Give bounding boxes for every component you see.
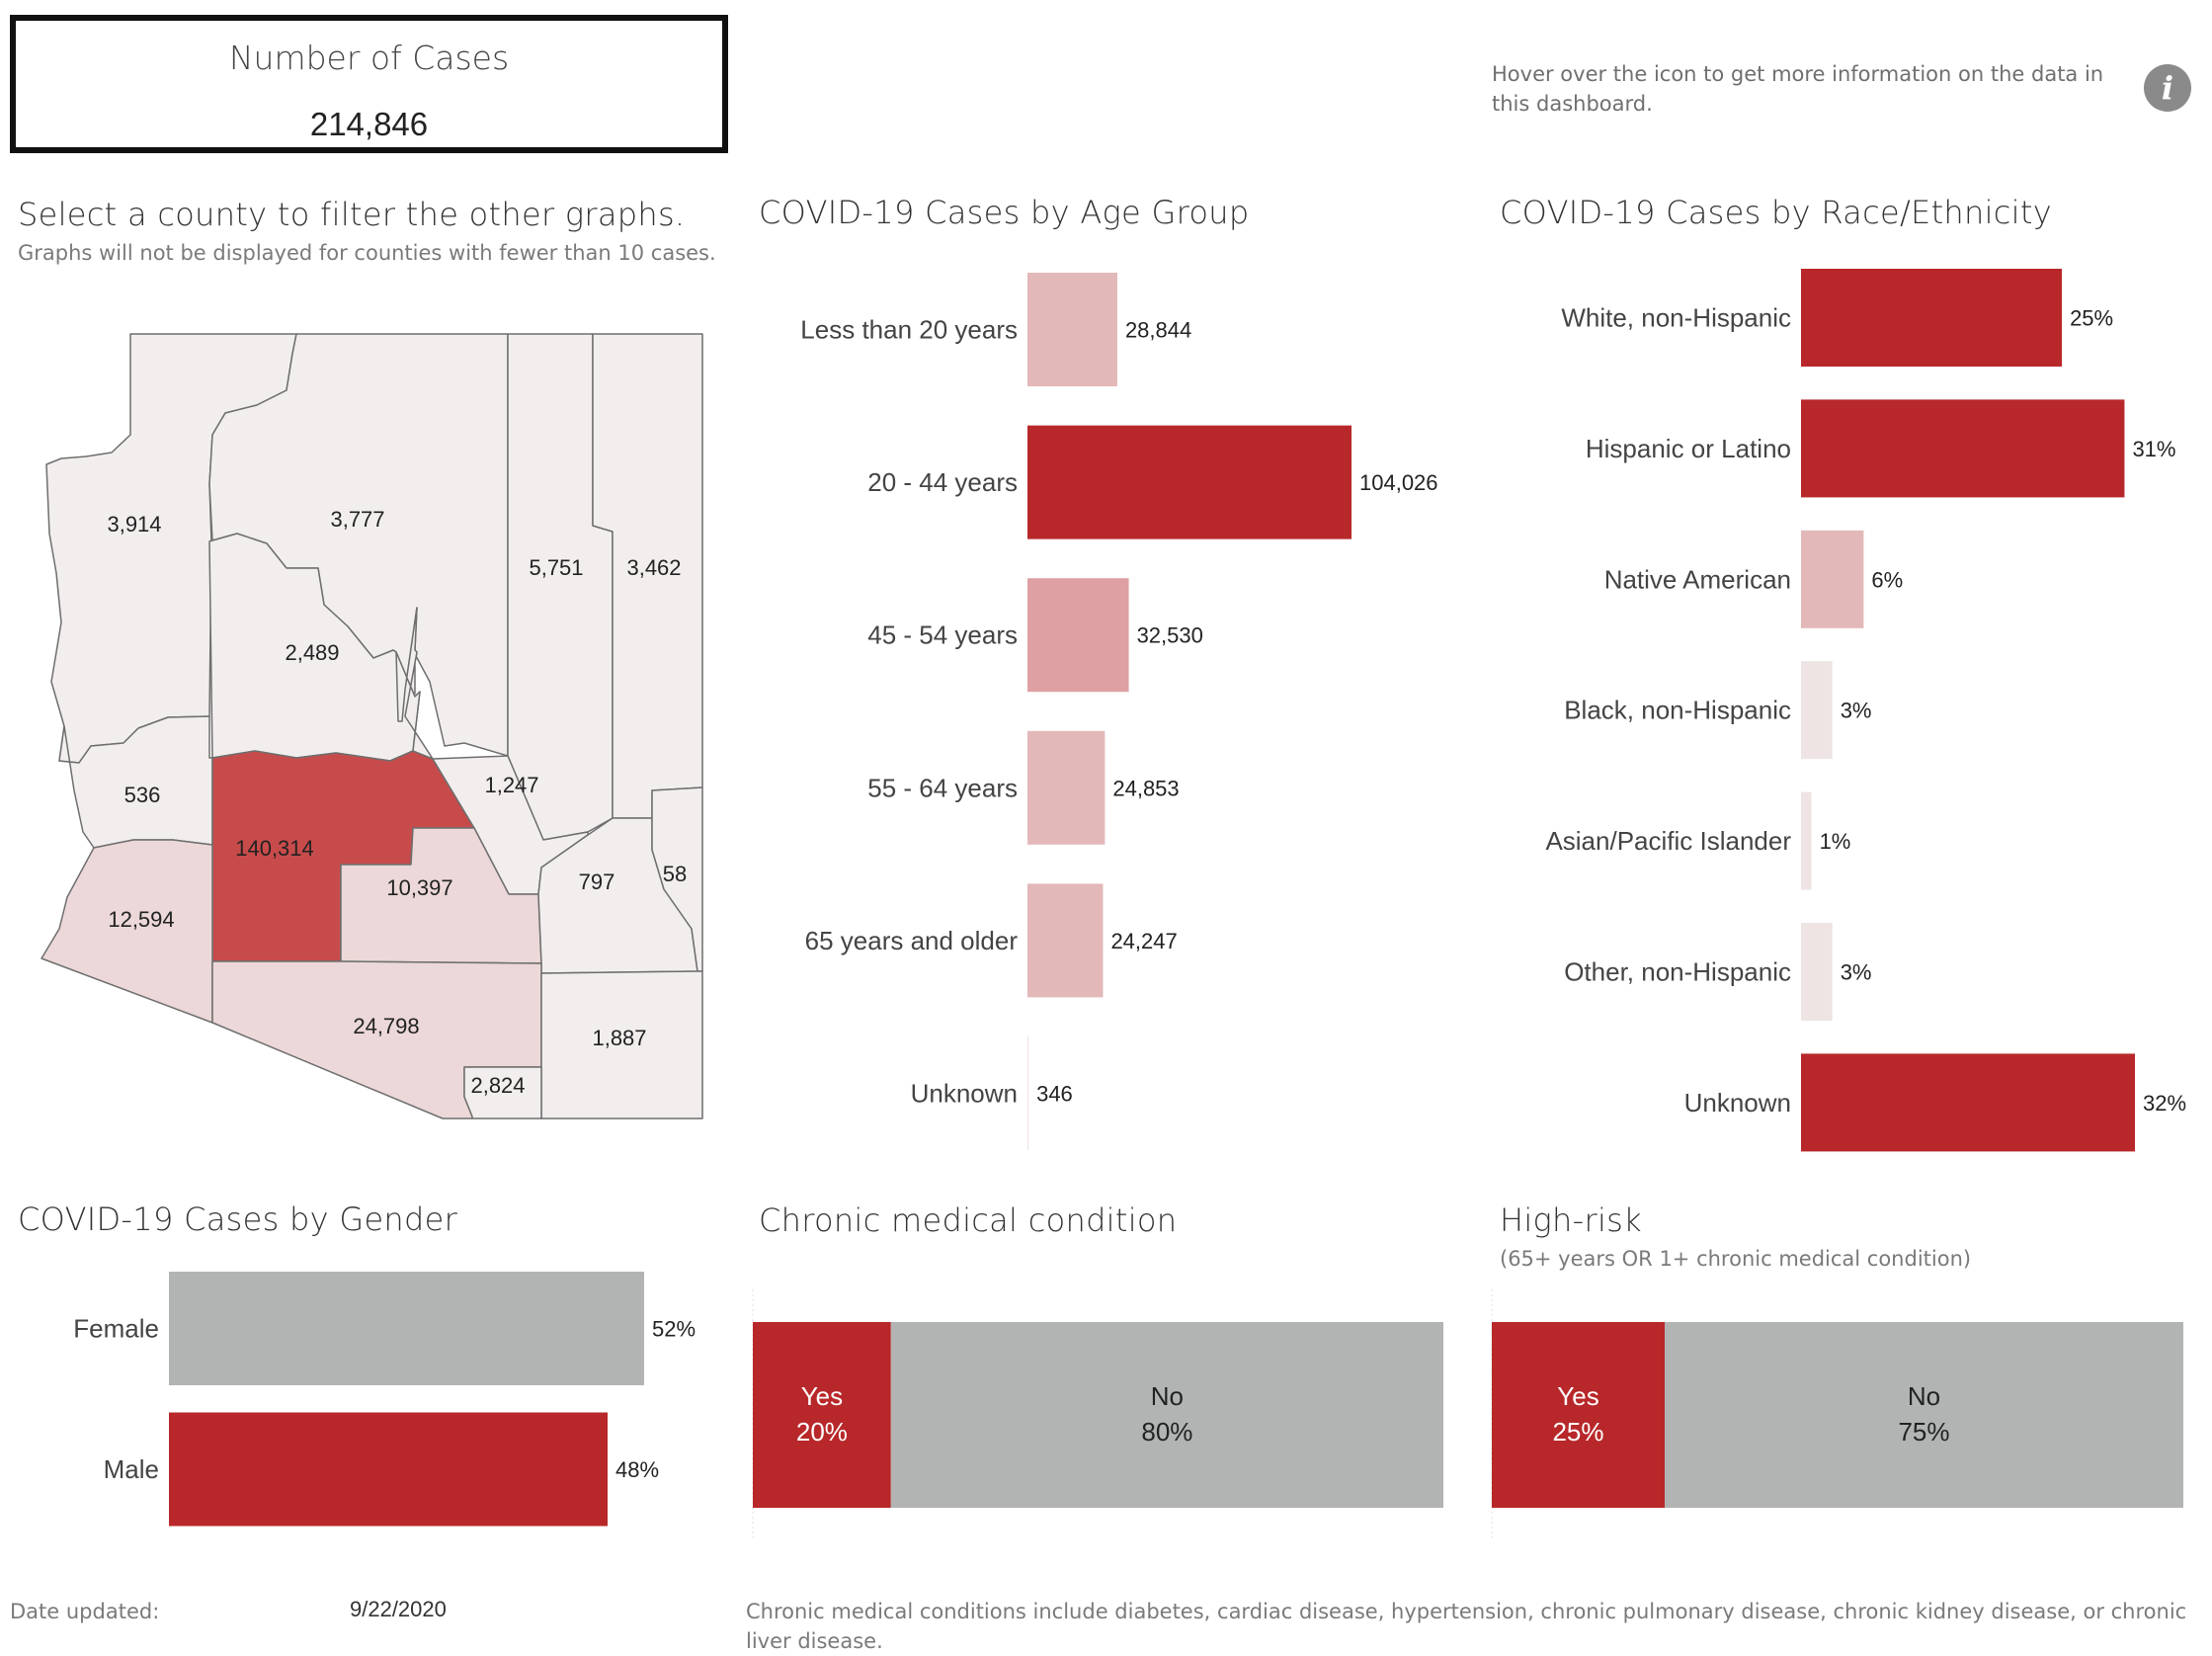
- info-text: Hover over the icon to get more informat…: [1492, 62, 2104, 116]
- race-value-label: 1%: [1820, 829, 1851, 854]
- age-bar[interactable]: [1027, 883, 1104, 998]
- race-category-label: Hispanic or Latino: [1586, 434, 1791, 463]
- age-category-label: 45 - 54 years: [867, 621, 1018, 650]
- county-label-greenlee: 58: [663, 862, 687, 886]
- high-risk-subtitle: (65+ years OR 1+ chronic medical conditi…: [1500, 1247, 1972, 1271]
- age-category-label: 55 - 64 years: [867, 773, 1018, 802]
- county-label-cochise: 1,887: [592, 1026, 646, 1050]
- race-bar[interactable]: [1801, 1053, 2135, 1152]
- county-label-santa-cruz: 2,824: [470, 1073, 525, 1098]
- county-label-la-paz: 536: [124, 783, 161, 807]
- arizona-county-map: 3,914 3,777 5,751 3,462 2,489 536 140,314 1,247…: [41, 333, 703, 1119]
- high-risk-segment-category: Yes: [1557, 1381, 1598, 1411]
- age-bar[interactable]: [1027, 1036, 1029, 1150]
- race-value-label: 32%: [2143, 1091, 2186, 1116]
- gender-bar[interactable]: [169, 1272, 644, 1385]
- race-value-label: 31%: [2132, 437, 2175, 461]
- age-value-label: 24,247: [1110, 929, 1177, 953]
- age-bar[interactable]: [1027, 730, 1106, 845]
- race-chart-title: COVID-19 Cases by Race/Ethnicity: [1500, 194, 2052, 231]
- county-label-gila: 1,247: [484, 773, 538, 797]
- race-category-label: Other, non-Hispanic: [1564, 957, 1791, 987]
- race-bar[interactable]: [1801, 530, 1864, 628]
- number-of-cases-card: Number of Cases 214,846: [10, 15, 728, 153]
- high-risk-segment-category: No: [1908, 1381, 1940, 1411]
- county-label-graham: 797: [579, 869, 615, 894]
- gender-category-label: Male: [104, 1454, 159, 1484]
- age-group-chart: Less than 20 years 28,844 20 - 44 years 104…: [800, 273, 1438, 1150]
- gender-category-label: Female: [73, 1314, 159, 1344]
- chronic-conditions-note: Chronic medical conditions include diabe…: [746, 1600, 2187, 1653]
- age-category-label: 20 - 44 years: [867, 467, 1018, 497]
- age-chart-title: COVID-19 Cases by Age Group: [759, 194, 1250, 231]
- age-category-label: 65 years and older: [805, 926, 1019, 955]
- high-risk-segment-yes[interactable]: [1492, 1322, 1665, 1508]
- race-bar[interactable]: [1801, 269, 2063, 367]
- race-value-label: 3%: [1841, 699, 1872, 723]
- race-category-label: Black, non-Hispanic: [1564, 696, 1791, 725]
- age-value-label: 346: [1036, 1082, 1073, 1107]
- info-icon[interactable]: i: [2144, 64, 2191, 112]
- county-label-mohave: 3,914: [107, 512, 161, 537]
- race-category-label: White, non-Hispanic: [1561, 303, 1791, 333]
- high-risk-segment-value: 25%: [1552, 1417, 1603, 1447]
- age-value-label: 24,853: [1112, 776, 1179, 800]
- chronic-segment-value: 20%: [796, 1417, 848, 1447]
- age-bar[interactable]: [1027, 425, 1352, 539]
- high-risk-chart: Yes 25% No 75%: [1491, 1289, 2183, 1541]
- race-category-label: Native American: [1604, 564, 1791, 594]
- chronic-chart-title: Chronic medical condition: [759, 1201, 1178, 1239]
- gender-chart: Female 52% Male 48%: [73, 1272, 696, 1527]
- county-label-navajo: 5,751: [529, 555, 583, 580]
- county-label-yuma: 12,594: [108, 907, 174, 932]
- county-label-pinal: 10,397: [386, 875, 452, 900]
- chronic-segment-no[interactable]: [890, 1322, 1443, 1508]
- chronic-segment-value: 80%: [1141, 1417, 1192, 1447]
- race-category-label: Unknown: [1684, 1088, 1791, 1118]
- date-updated-value: 9/22/2020: [350, 1597, 447, 1621]
- race-value-label: 6%: [1871, 567, 1903, 592]
- race-bar[interactable]: [1801, 399, 2125, 498]
- gender-bar[interactable]: [169, 1412, 608, 1527]
- race-ethnicity-chart: White, non-Hispanic 25% Hispanic or Latino…: [1545, 269, 2186, 1152]
- map-subtitle: Graphs will not be displayed for countie…: [18, 241, 716, 265]
- gender-value-label: 48%: [615, 1457, 659, 1482]
- county-label-maricopa: 140,314: [235, 836, 314, 861]
- race-category-label: Asian/Pacific Islander: [1545, 826, 1791, 856]
- race-bar[interactable]: [1801, 791, 1812, 890]
- map-title: Select a county to filter the other grap…: [18, 196, 686, 233]
- race-bar[interactable]: [1801, 923, 1833, 1021]
- age-bar[interactable]: [1027, 273, 1117, 386]
- county-label-yavapai: 2,489: [285, 640, 339, 665]
- number-of-cases-label: Number of Cases: [228, 39, 510, 77]
- race-value-label: 25%: [2070, 306, 2113, 331]
- county-label-pima: 24,798: [353, 1014, 419, 1038]
- gender-chart-title: COVID-19 Cases by Gender: [18, 1201, 458, 1238]
- number-of-cases-value: 214,846: [309, 106, 429, 142]
- age-category-label: Less than 20 years: [800, 315, 1018, 345]
- age-bar[interactable]: [1027, 578, 1129, 693]
- age-category-label: Unknown: [911, 1079, 1018, 1109]
- race-value-label: 3%: [1841, 960, 1872, 985]
- chronic-segment-category: Yes: [801, 1381, 843, 1411]
- county-greenlee[interactable]: [651, 787, 703, 972]
- county-la-paz[interactable]: [58, 715, 213, 849]
- gender-value-label: 52%: [652, 1317, 696, 1342]
- age-value-label: 28,844: [1125, 318, 1191, 343]
- chronic-condition-chart: Yes 20% No 80%: [752, 1289, 1443, 1541]
- age-value-label: 32,530: [1137, 623, 1203, 648]
- high-risk-segment-no[interactable]: [1665, 1322, 2183, 1508]
- race-bar[interactable]: [1801, 661, 1833, 760]
- age-value-label: 104,026: [1359, 470, 1438, 495]
- county-label-apache: 3,462: [626, 555, 681, 580]
- county-label-coconino: 3,777: [330, 507, 384, 532]
- county-santa-cruz[interactable]: [463, 1066, 542, 1119]
- high-risk-segment-value: 75%: [1898, 1417, 1949, 1447]
- chronic-segment-yes[interactable]: [753, 1322, 891, 1508]
- chronic-segment-category: No: [1151, 1381, 1184, 1411]
- date-updated-label: Date updated:: [10, 1600, 160, 1623]
- high-risk-chart-title: High-risk: [1500, 1201, 1642, 1239]
